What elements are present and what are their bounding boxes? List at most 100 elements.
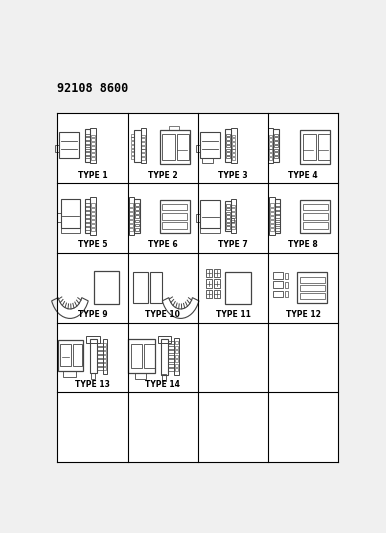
- Bar: [131, 145, 134, 148]
- Bar: [274, 145, 278, 147]
- Text: TYPE 1: TYPE 1: [78, 171, 107, 180]
- Bar: [85, 227, 90, 230]
- Bar: [276, 224, 279, 227]
- Bar: [103, 359, 106, 362]
- Bar: [103, 363, 106, 366]
- Text: TYPE 8: TYPE 8: [288, 240, 318, 249]
- Text: TYPE 7: TYPE 7: [218, 240, 248, 249]
- Bar: [58, 340, 83, 371]
- Bar: [225, 129, 231, 161]
- Bar: [303, 213, 328, 220]
- Bar: [103, 351, 106, 354]
- Bar: [297, 272, 327, 303]
- Bar: [131, 149, 134, 151]
- Bar: [103, 347, 106, 350]
- Bar: [300, 285, 325, 291]
- Bar: [232, 138, 235, 141]
- Bar: [135, 373, 146, 379]
- Bar: [91, 157, 95, 159]
- Bar: [91, 134, 95, 138]
- Bar: [85, 138, 90, 140]
- Bar: [276, 228, 279, 231]
- Bar: [269, 153, 272, 156]
- Bar: [59, 132, 79, 158]
- Bar: [276, 203, 279, 206]
- Bar: [96, 347, 103, 350]
- Text: TYPE 2: TYPE 2: [148, 171, 178, 180]
- Bar: [85, 141, 90, 143]
- Bar: [175, 359, 178, 362]
- Text: TYPE 13: TYPE 13: [75, 380, 110, 389]
- Bar: [160, 200, 190, 233]
- Bar: [135, 215, 139, 219]
- Bar: [206, 279, 212, 288]
- Bar: [91, 228, 95, 231]
- Bar: [85, 149, 90, 151]
- Bar: [270, 204, 274, 207]
- Bar: [150, 272, 162, 303]
- Bar: [168, 364, 174, 367]
- Bar: [175, 350, 178, 353]
- Bar: [285, 292, 288, 297]
- Bar: [225, 272, 251, 304]
- Bar: [91, 146, 95, 149]
- Text: TYPE 9: TYPE 9: [78, 310, 107, 319]
- Bar: [273, 272, 283, 279]
- Bar: [232, 153, 235, 156]
- Bar: [200, 228, 220, 233]
- Bar: [269, 142, 272, 145]
- Bar: [276, 207, 279, 210]
- Bar: [85, 207, 90, 209]
- Bar: [269, 157, 272, 159]
- Bar: [141, 134, 145, 138]
- Text: TYPE 10: TYPE 10: [145, 310, 180, 319]
- Bar: [134, 199, 140, 233]
- Bar: [129, 204, 133, 207]
- Bar: [131, 152, 134, 155]
- Bar: [274, 138, 278, 140]
- Bar: [91, 142, 95, 145]
- Bar: [160, 130, 190, 164]
- Bar: [206, 289, 212, 298]
- Bar: [91, 207, 95, 211]
- Bar: [85, 223, 90, 226]
- Bar: [162, 134, 175, 159]
- Text: TYPE 11: TYPE 11: [215, 310, 251, 319]
- Bar: [200, 132, 220, 158]
- Bar: [63, 370, 76, 377]
- Bar: [226, 141, 230, 143]
- Bar: [96, 367, 103, 370]
- Bar: [213, 269, 220, 277]
- Bar: [135, 207, 139, 210]
- Bar: [175, 345, 178, 349]
- Bar: [175, 368, 178, 372]
- Bar: [300, 130, 330, 164]
- Bar: [162, 213, 187, 220]
- Bar: [270, 228, 274, 231]
- Bar: [232, 142, 235, 145]
- Bar: [141, 138, 145, 141]
- Bar: [162, 204, 187, 211]
- Bar: [91, 204, 95, 207]
- Bar: [213, 289, 220, 298]
- Bar: [134, 130, 141, 161]
- Bar: [273, 290, 283, 297]
- Bar: [96, 355, 103, 358]
- Bar: [226, 219, 230, 222]
- Bar: [177, 134, 189, 159]
- Bar: [94, 271, 119, 304]
- Bar: [135, 228, 139, 231]
- Bar: [226, 208, 230, 211]
- Bar: [300, 277, 325, 282]
- Bar: [103, 338, 107, 374]
- Bar: [196, 145, 200, 152]
- Bar: [300, 293, 325, 299]
- Bar: [85, 203, 90, 206]
- Bar: [129, 197, 134, 235]
- Bar: [169, 126, 179, 130]
- Bar: [269, 149, 272, 152]
- Bar: [91, 216, 95, 219]
- Bar: [303, 134, 315, 159]
- Bar: [274, 141, 278, 143]
- Bar: [232, 146, 235, 149]
